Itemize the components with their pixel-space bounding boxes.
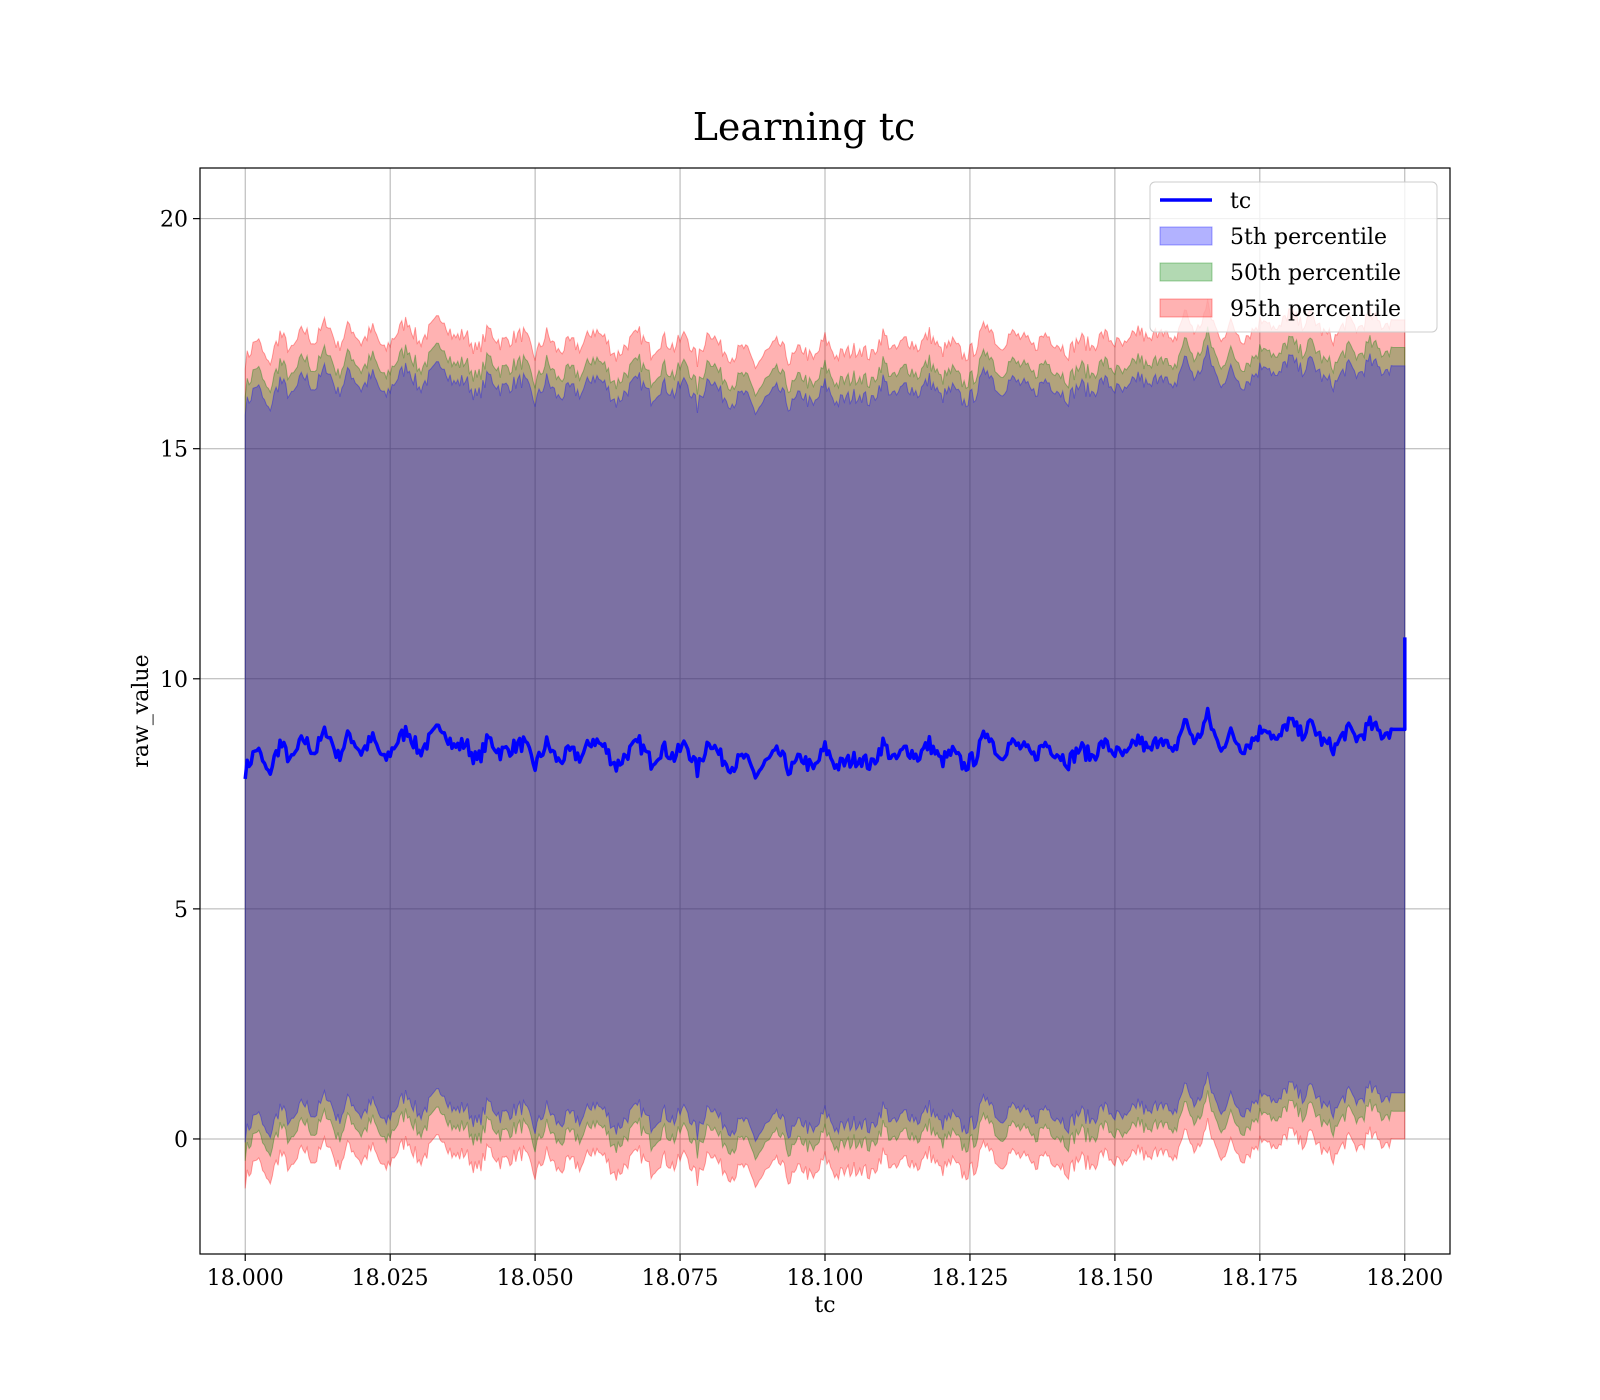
y-axis-ticks: 0 5 10 15 20 <box>160 208 200 1153</box>
x-tick-label: 18.075 <box>642 1266 719 1291</box>
legend-label: tc <box>1230 189 1251 214</box>
legend-label: 50th percentile <box>1230 261 1401 286</box>
legend-patch-swatch <box>1159 226 1213 246</box>
x-axis-ticks: 18.000 18.025 18.050 18.075 18.100 18.125 18.1… <box>207 1254 1443 1291</box>
x-axis-label: tc <box>814 1293 835 1318</box>
legend-label: 5th percentile <box>1230 225 1387 250</box>
y-tick-label: 15 <box>160 438 188 463</box>
x-tick-label: 18.100 <box>787 1266 864 1291</box>
tc-line-layer <box>243 637 1407 780</box>
chart-title: Learning tc <box>693 105 916 149</box>
tc-line <box>243 637 1407 780</box>
x-tick-label: 18.175 <box>1221 1266 1298 1291</box>
x-tick-label: 18.025 <box>352 1266 429 1291</box>
legend: tc 5th percentile 50th percentile 95th perc… <box>1149 181 1438 333</box>
y-tick-label: 5 <box>174 898 188 923</box>
y-tick-label: 0 <box>174 1128 188 1153</box>
legend-patch-swatch <box>1159 262 1213 282</box>
legend-patch-swatch <box>1159 298 1213 318</box>
x-tick-label: 18.050 <box>497 1266 574 1291</box>
x-tick-label: 18.150 <box>1076 1266 1153 1291</box>
legend-frame <box>1149 181 1438 333</box>
legend-label: 95th percentile <box>1230 297 1401 322</box>
y-tick-label: 10 <box>160 668 188 693</box>
x-tick-label: 18.000 <box>207 1266 284 1291</box>
y-axis-label: raw_value <box>129 654 154 767</box>
x-tick-label: 18.200 <box>1366 1266 1443 1291</box>
x-tick-label: 18.125 <box>931 1266 1008 1291</box>
y-tick-label: 20 <box>160 208 188 233</box>
